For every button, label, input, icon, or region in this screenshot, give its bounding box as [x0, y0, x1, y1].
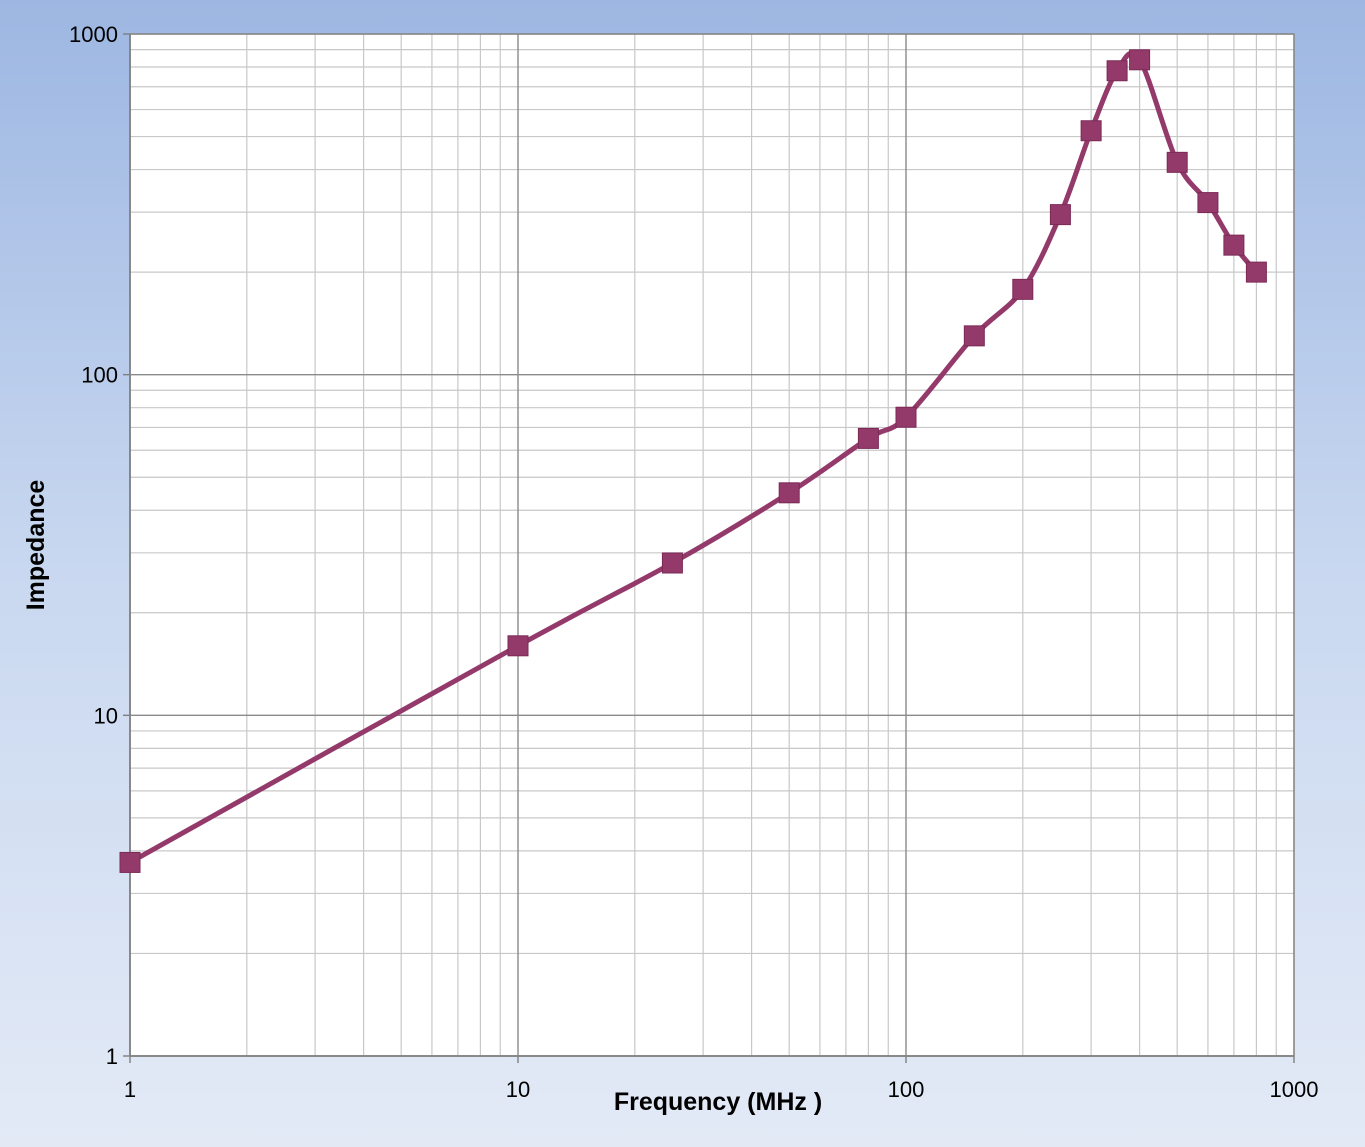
y-axis-title: Impedance [22, 480, 50, 611]
x-axis-title: Frequency (MHz ) [614, 1088, 822, 1116]
data-point-marker [963, 325, 985, 347]
x-tick-label: 1 [124, 1077, 136, 1102]
data-point-marker [1080, 120, 1102, 142]
data-point-marker [778, 482, 800, 504]
data-point-marker [1245, 261, 1267, 283]
data-point-marker [1049, 204, 1071, 226]
x-tick-labels: 1 10 100 1000 [124, 1077, 1319, 1102]
data-point-marker [857, 427, 879, 449]
data-point-marker [1166, 151, 1188, 173]
x-tick-label: 100 [888, 1077, 925, 1102]
axes [123, 33, 1295, 1063]
y-tick-labels: 1 10 100 1000 [69, 22, 118, 1069]
data-point-marker [895, 406, 917, 428]
y-tick-label: 100 [81, 363, 118, 388]
series-group [119, 49, 1267, 873]
y-tick-label: 1 [106, 1044, 118, 1069]
x-tick-label: 1000 [1270, 1077, 1319, 1102]
data-point-marker [1106, 60, 1128, 82]
y-tick-label: 1000 [69, 22, 118, 47]
data-point-marker [661, 552, 683, 574]
plot-area [130, 34, 1294, 1056]
x-tick-label: 10 [506, 1077, 530, 1102]
data-point-marker [1012, 278, 1034, 300]
data-point-marker [507, 635, 529, 657]
minor-grid [130, 34, 1294, 1056]
data-point-marker [1129, 49, 1151, 71]
y-tick-label: 10 [94, 703, 118, 728]
data-point-marker [119, 851, 141, 873]
data-point-marker [1197, 192, 1219, 214]
data-point-marker [1223, 234, 1245, 256]
